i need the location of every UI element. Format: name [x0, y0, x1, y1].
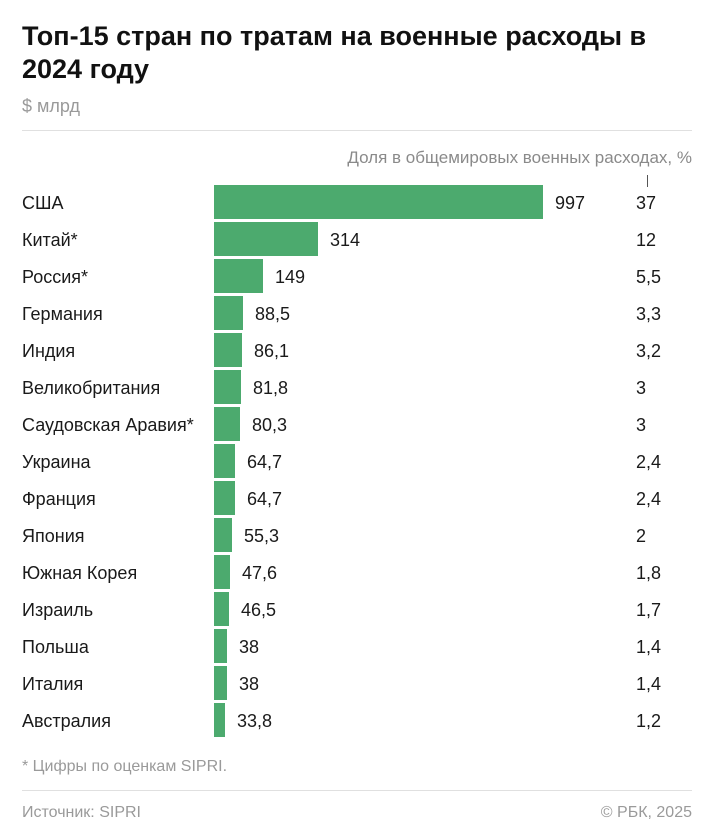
value-label: 81,8 [253, 378, 289, 398]
bar [214, 518, 232, 552]
value-label: 38 [239, 674, 260, 694]
share-label: 2,4 [636, 452, 662, 472]
bar [214, 333, 242, 367]
value-label: 86,1 [254, 341, 290, 361]
value-label: 64,7 [247, 452, 283, 472]
bar [214, 444, 235, 478]
share-label: 3,2 [636, 341, 662, 361]
bar [214, 222, 318, 256]
bar-row: Великобритания 81,8 3 [0, 370, 720, 407]
bar-row: Индия 86,1 3,2 [0, 333, 720, 370]
country-label: Франция [22, 489, 96, 509]
share-label: 3 [636, 378, 647, 398]
country-label: Италия [22, 674, 84, 694]
country-label: Китай* [22, 230, 78, 250]
value-label: 55,3 [244, 526, 280, 546]
share-label: 1,4 [636, 674, 662, 694]
bar-row: Австралия 33,8 1,2 [0, 703, 720, 740]
bar [214, 666, 227, 700]
bar-row: Япония 55,3 2 [0, 518, 720, 555]
share-label: 3,3 [636, 304, 662, 324]
share-label: 37 [636, 193, 657, 213]
bar [214, 555, 230, 589]
footnote: * Цифры по оценкам SIPRI. [22, 758, 228, 775]
bar-row: Германия 88,5 3,3 [0, 296, 720, 333]
country-label: США [22, 193, 64, 213]
bar-row: Китай* 314 12 [0, 222, 720, 259]
value-label: 33,8 [237, 711, 273, 731]
bar-row: Саудовская Аравия* 80,3 3 [0, 407, 720, 444]
share-label: 1,8 [636, 563, 662, 583]
country-label: Япония [22, 526, 85, 546]
copyright-label: © РБК, 2025 [600, 804, 692, 821]
value-label: 149 [275, 267, 306, 287]
bar [214, 370, 241, 404]
bar [214, 703, 225, 737]
share-header-tick [647, 175, 648, 187]
country-label: Россия* [22, 267, 89, 287]
units-label: $ млрд [22, 96, 80, 116]
value-label: 38 [239, 637, 260, 657]
value-label: 47,6 [242, 563, 278, 583]
source-label: Источник: SIPRI [22, 804, 141, 821]
country-label: Израиль [22, 600, 94, 620]
share-column-header: Доля в общемировых военных расходах, % [347, 148, 692, 167]
country-label: Польша [22, 637, 89, 657]
chart-title: Топ-15 стран по тратам на военные расход… [22, 21, 647, 84]
country-label: Саудовская Аравия* [22, 415, 194, 435]
country-label: Великобритания [22, 378, 161, 398]
share-label: 2 [636, 526, 647, 546]
share-label: 12 [636, 230, 657, 250]
country-label: Южная Корея [22, 563, 138, 583]
value-label: 88,5 [255, 304, 291, 324]
bar [214, 592, 229, 626]
share-label: 1,4 [636, 637, 662, 657]
country-label: Индия [22, 341, 76, 361]
bar [214, 629, 227, 663]
bar [214, 296, 243, 330]
share-label: 1,7 [636, 600, 662, 620]
value-label: 314 [330, 230, 361, 250]
bar-row: США 997 37 [0, 185, 720, 222]
share-label: 2,4 [636, 489, 662, 509]
bar-row: Италия 38 1,4 [0, 666, 720, 703]
bar-row: Южная Корея 47,6 1,8 [0, 555, 720, 592]
country-label: Украина [22, 452, 91, 472]
bar [214, 185, 543, 219]
bar-row: Россия* 149 5,5 [0, 259, 720, 296]
value-label: 80,3 [252, 415, 288, 435]
bar [214, 259, 263, 293]
share-label: 5,5 [636, 267, 662, 287]
value-label: 997 [555, 193, 586, 213]
bar-row: Израиль 46,5 1,7 [0, 592, 720, 629]
bar [214, 407, 240, 441]
share-label: 3 [636, 415, 647, 435]
bar-row: Франция 64,7 2,4 [0, 481, 720, 518]
bar-row: Украина 64,7 2,4 [0, 444, 720, 481]
country-label: Австралия [22, 711, 111, 731]
value-label: 46,5 [241, 600, 277, 620]
bottom-divider [22, 790, 692, 791]
top-divider [22, 130, 692, 131]
bar-row: Польша 38 1,4 [0, 629, 720, 666]
value-label: 64,7 [247, 489, 283, 509]
share-label: 1,2 [636, 711, 662, 731]
country-label: Германия [22, 304, 103, 324]
bar [214, 481, 235, 515]
